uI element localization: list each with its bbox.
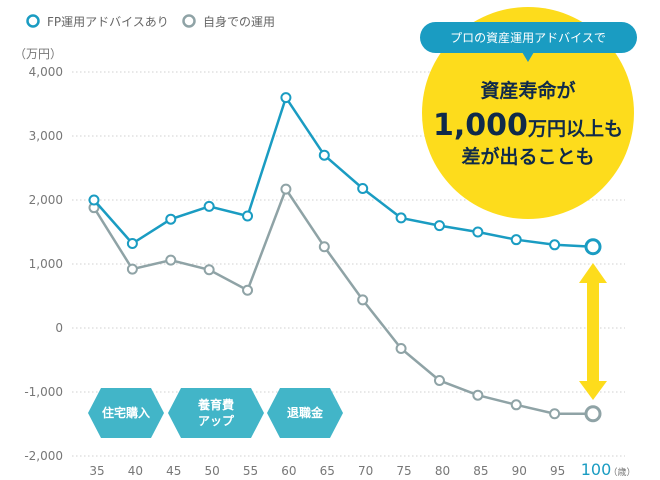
- data-point: [584, 405, 602, 423]
- x-tick-label: 55: [243, 464, 258, 478]
- difference-arrow: [579, 263, 607, 400]
- y-tick-label: 3,000: [29, 129, 63, 143]
- callout: プロの資産運用アドバイスで 資産寿命が 1,000万円以上も 差が出ることも: [420, 7, 637, 219]
- life-event-label: 住宅購入: [102, 405, 150, 420]
- data-point: [203, 264, 215, 276]
- x-tick-label: 70: [358, 464, 373, 478]
- x-tick-label: 45: [166, 464, 181, 478]
- data-point: [472, 389, 484, 401]
- callout-line2: 1,000万円以上も: [433, 108, 623, 143]
- life-event-label: アップ: [198, 413, 235, 428]
- data-point: [280, 183, 292, 195]
- legend-item: FP運用アドバイスあり: [26, 14, 169, 29]
- data-point: [126, 263, 138, 275]
- life-event-badge: 住宅購入: [88, 388, 164, 438]
- data-point: [510, 234, 522, 246]
- data-point: [126, 238, 138, 250]
- y-tick-label: 0: [55, 321, 63, 335]
- x-tick-label: 65: [320, 464, 335, 478]
- y-tick-label: 1,000: [29, 257, 63, 271]
- data-point: [433, 220, 445, 232]
- callout-banner-pointer: [522, 52, 534, 62]
- data-point: [549, 408, 561, 420]
- hexagon-shape: [267, 388, 343, 438]
- data-point: [318, 149, 330, 161]
- data-point: [549, 239, 561, 251]
- legend-marker: [182, 14, 196, 28]
- y-tick-label: 2,000: [29, 193, 63, 207]
- y-tick-label: -1,000: [24, 385, 63, 399]
- x-axis-labels: 35 40 45 50 55 60 65 70 75 80 85 90 95 100（歳）: [89, 460, 635, 479]
- life-event-badge: 退職金: [267, 388, 343, 438]
- life-event-label: 養育費: [197, 397, 234, 412]
- callout-line3: 差が出ることも: [461, 145, 594, 168]
- legend: FP運用アドバイスあり 自身での運用: [26, 14, 275, 29]
- y-unit-label: （万円）: [14, 47, 62, 61]
- data-point: [357, 182, 369, 194]
- data-point: [584, 238, 602, 256]
- data-point: [88, 194, 100, 206]
- data-point: [472, 226, 484, 238]
- data-point: [433, 374, 445, 386]
- x-tick-label: 40: [128, 464, 143, 478]
- life-event-label: 退職金: [287, 405, 324, 420]
- double-arrow-icon: [579, 263, 607, 400]
- x-unit-label: （歳）: [608, 466, 635, 478]
- x-tick-label: 80: [435, 464, 450, 478]
- callout-number: 1,000: [433, 108, 528, 143]
- x-tick-label: 100: [581, 460, 612, 479]
- x-tick-label: 85: [473, 464, 488, 478]
- callout-bubble: [422, 7, 634, 219]
- legend-item: 自身での運用: [182, 14, 275, 29]
- callout-line1: 資産寿命が: [480, 79, 575, 102]
- x-tick-label: 50: [205, 464, 220, 478]
- data-point: [242, 210, 254, 222]
- data-point: [203, 200, 215, 212]
- data-point: [165, 254, 177, 266]
- hexagon-shape: [88, 388, 164, 438]
- series-fp-advice: [88, 92, 602, 256]
- data-point: [395, 342, 407, 354]
- data-point: [510, 399, 522, 411]
- x-tick-label: 75: [396, 464, 411, 478]
- data-point: [242, 284, 254, 296]
- legend-label: 自身での運用: [203, 14, 275, 29]
- series-line: [92, 186, 593, 416]
- series-line: [93, 94, 594, 248]
- data-point: [318, 241, 330, 253]
- data-point: [280, 92, 292, 104]
- series-lines: [88, 92, 602, 423]
- x-tick-label: 95: [550, 464, 565, 478]
- x-tick-label: 60: [281, 464, 296, 478]
- x-tick-label: 90: [512, 464, 527, 478]
- hexagon-shape: [168, 388, 264, 438]
- legend-label: FP運用アドバイスあり: [47, 15, 169, 29]
- data-point: [165, 213, 177, 225]
- x-tick-label: 35: [89, 464, 104, 478]
- legend-marker: [26, 14, 40, 28]
- data-point: [395, 212, 407, 224]
- callout-banner: [420, 22, 637, 53]
- callout-line2-rest: 万円以上も: [527, 118, 623, 140]
- y-axis-labels: 4,000 3,000 2,000 1,000 0 -1,000 -2,000: [24, 65, 63, 463]
- callout-banner-text: プロの資産運用アドバイスで: [450, 30, 606, 45]
- y-tick-label: -2,000: [24, 449, 63, 463]
- y-tick-label: 4,000: [29, 65, 63, 79]
- data-point: [357, 294, 369, 306]
- grid: [72, 71, 625, 457]
